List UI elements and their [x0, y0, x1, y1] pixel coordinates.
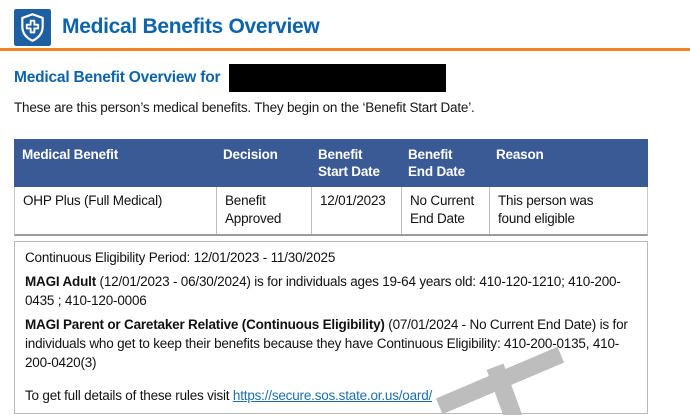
eligibility-rules-box: Continuous Eligibility Period: 12/01/202…	[14, 241, 648, 414]
shield-plus-icon	[14, 8, 51, 46]
page-header: Medical Benefits Overview	[0, 0, 690, 46]
rules-details-line: To get full details of these rules visit…	[25, 386, 637, 405]
table-row: OHP Plus (Full Medical) Benefit Approved…	[14, 187, 648, 236]
magi-parent-text: (07/01/2024 - No Current End Date) is fo…	[25, 317, 628, 370]
rules-details-text: To get full details of these rules visit	[25, 388, 233, 403]
column-header-benefit-start-date: Benefit Start Date	[318, 147, 380, 179]
cell-decision: Benefit Approved	[216, 187, 311, 234]
section-title: Medical Benefit Overview for	[14, 69, 221, 86]
column-header-benefit-end-date: Benefit End Date	[408, 147, 465, 179]
column-header-medical-benefit: Medical Benefit	[22, 147, 119, 162]
section-description: These are this person’s medical benefits…	[14, 100, 475, 115]
oard-rules-link[interactable]: https://secure.sos.state.or.us/oard/	[232, 388, 433, 403]
page-title: Medical Benefits Overview	[62, 15, 320, 38]
magi-parent-label: MAGI Parent or Caretaker Relative (Conti…	[25, 317, 385, 332]
redacted-name-box	[229, 64, 447, 92]
magi-adult-rule: MAGI Adult (12/01/2023 - 06/30/2024) is …	[25, 272, 637, 310]
cell-benefit-start-date: 12/01/2023	[311, 187, 401, 234]
section-title-row: Medical Benefit Overview for	[14, 64, 676, 92]
benefits-table: Medical Benefit Decision Benefit Start D…	[14, 139, 648, 236]
cell-medical-benefit: OHP Plus (Full Medical)	[23, 193, 163, 208]
header-divider	[0, 48, 690, 51]
magi-adult-label: MAGI Adult	[25, 274, 96, 289]
column-header-decision: Decision	[223, 147, 278, 162]
magi-adult-text: (12/01/2023 - 06/30/2024) is for individ…	[25, 274, 621, 308]
magi-parent-rule: MAGI Parent or Caretaker Relative (Conti…	[25, 315, 637, 372]
column-header-reason: Reason	[496, 147, 544, 162]
table-header-row: Medical Benefit Decision Benefit Start D…	[14, 139, 648, 187]
cell-benefit-end-date: No Current End Date	[401, 187, 489, 234]
cell-reason: This person was found eligible	[489, 187, 649, 234]
continuous-eligibility-period: Continuous Eligibility Period: 12/01/202…	[25, 250, 336, 265]
